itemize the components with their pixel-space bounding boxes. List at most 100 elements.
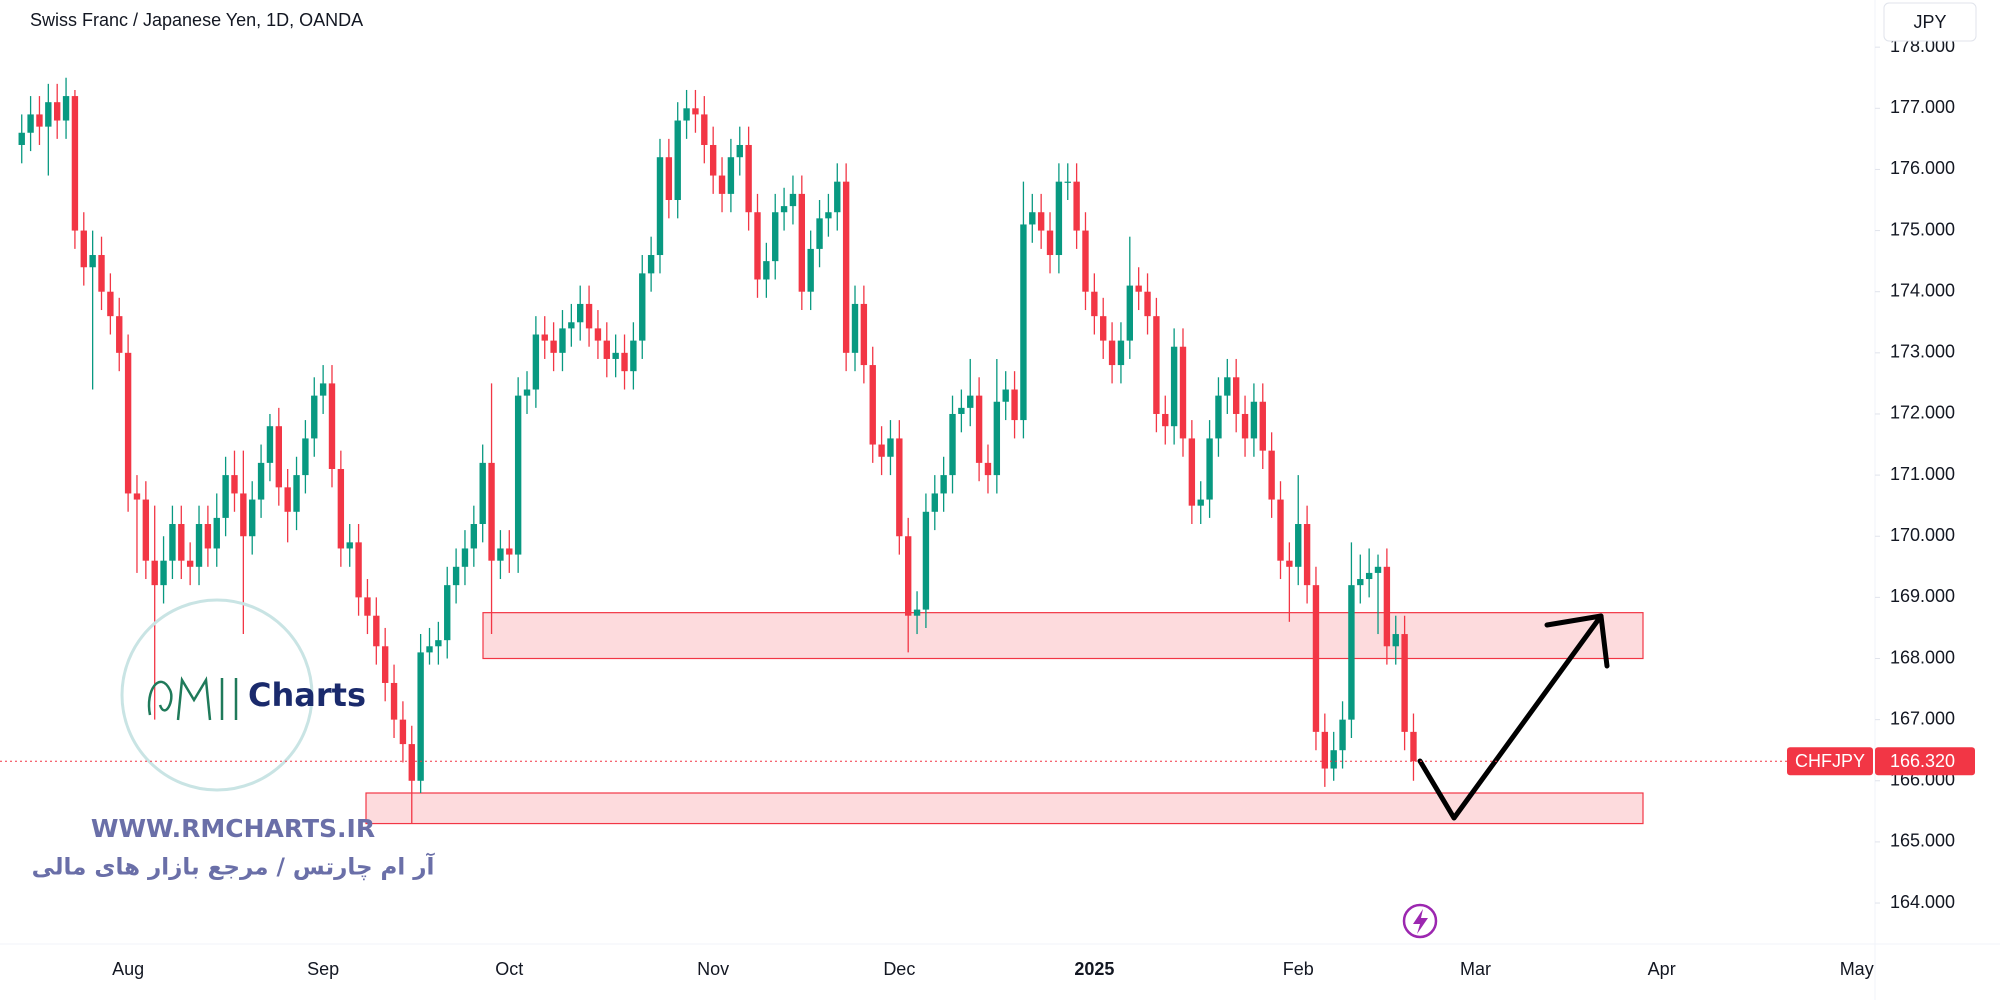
x-tick-label: Nov: [697, 959, 729, 979]
candle-body: [825, 212, 832, 219]
candle-body: [913, 609, 921, 616]
candle-body: [754, 212, 761, 280]
zone: [482, 612, 1644, 660]
candle-body: [1365, 572, 1373, 580]
candle-body: [851, 303, 859, 353]
logo-ring: [120, 598, 314, 792]
candle-body: [1179, 346, 1187, 439]
candle-body: [1135, 285, 1142, 292]
y-tick-label: 165.000: [1890, 831, 1955, 851]
candle-body: [470, 524, 478, 549]
candle-body: [53, 102, 61, 121]
candle-body: [62, 96, 70, 121]
candle-body: [178, 524, 185, 561]
y-tick-label: 169.000: [1890, 586, 1955, 606]
candle-body: [878, 444, 885, 457]
candle-body: [709, 144, 717, 176]
candle-body: [993, 401, 1001, 476]
candle-body: [488, 462, 495, 561]
axes: 164.000165.000166.000167.000168.000169.0…: [0, 36, 1975, 979]
candle-body: [1002, 389, 1009, 402]
candle-body: [45, 102, 52, 127]
candle-body: [727, 157, 735, 194]
candle-body: [1348, 585, 1355, 720]
candles: [18, 77, 1417, 824]
candle-body: [373, 615, 380, 647]
candle-body: [780, 206, 788, 213]
candle-body: [89, 255, 96, 268]
last-price-label: 166.320: [1890, 751, 1955, 771]
candle-body: [630, 340, 637, 372]
candle-body: [479, 462, 486, 525]
candle-body: [506, 548, 513, 555]
candle-body: [80, 230, 87, 268]
candle-body: [612, 352, 619, 359]
y-tick-label: 170.000: [1890, 525, 1955, 545]
candle-body: [284, 487, 291, 512]
candle-body: [1073, 181, 1080, 231]
candle-body: [514, 395, 522, 555]
candle-body: [940, 475, 947, 494]
currency-button[interactable]: [1883, 2, 1977, 42]
candle-body: [1401, 634, 1408, 732]
candle-body: [1126, 285, 1133, 341]
candle-body: [1295, 524, 1302, 567]
candle-body: [249, 499, 256, 537]
candle-body: [541, 334, 548, 341]
candle-body: [231, 475, 238, 494]
currency-label: JPY: [1913, 12, 1946, 32]
candle-body: [807, 248, 814, 292]
candle-body: [1250, 401, 1258, 439]
candle-body: [1108, 340, 1116, 366]
candle-body: [1321, 731, 1329, 769]
candle-body: [532, 334, 540, 390]
candle-body: [461, 548, 469, 567]
candle-body: [585, 303, 593, 329]
candle-body: [1011, 389, 1018, 421]
candle-body: [568, 322, 575, 329]
candle-body: [302, 438, 309, 476]
candle-body: [621, 352, 628, 372]
y-tick-label: 174.000: [1890, 280, 1955, 300]
candle-body: [293, 475, 300, 512]
candle-body: [1357, 579, 1364, 586]
candle-body: [435, 640, 442, 647]
candle-body: [887, 438, 894, 457]
candle-body: [834, 181, 841, 213]
candle-body: [133, 493, 141, 500]
x-tick-label: Aug: [112, 959, 144, 979]
candle-body: [213, 517, 220, 549]
candle-body: [559, 328, 566, 353]
candle-body: [1286, 560, 1293, 567]
candle-body: [160, 560, 167, 586]
candle-body: [958, 407, 965, 414]
candle-body: [603, 340, 610, 359]
candle-body: [1410, 731, 1417, 762]
y-tick-label: 177.000: [1890, 97, 1955, 117]
candle-body: [594, 328, 602, 341]
candle-body: [692, 108, 699, 115]
candle-body: [1312, 585, 1320, 732]
candle-body: [550, 340, 557, 353]
candle-body: [1197, 499, 1204, 506]
candle-body: [27, 114, 34, 133]
candle-body: [905, 536, 912, 616]
candle-body: [1277, 499, 1284, 561]
candle-body: [1392, 634, 1399, 647]
x-tick-label: May: [1840, 959, 1874, 979]
candle-body: [311, 395, 318, 439]
candle-body: [36, 114, 43, 127]
candle-body: [116, 316, 123, 353]
symbol-label: CHFJPY: [1795, 751, 1865, 771]
zone: [365, 792, 1644, 825]
candle-body: [169, 524, 176, 561]
candle-body: [1232, 377, 1240, 414]
candle-body: [1029, 212, 1036, 225]
candle-body: [1020, 224, 1027, 421]
candle-body: [683, 108, 690, 121]
x-tick-label: Feb: [1283, 959, 1314, 979]
candle-body: [1224, 377, 1231, 396]
watermark-url: WWW.RMCHARTS.IR: [91, 814, 375, 843]
candle-body: [107, 291, 114, 317]
candle-body: [1303, 524, 1311, 586]
